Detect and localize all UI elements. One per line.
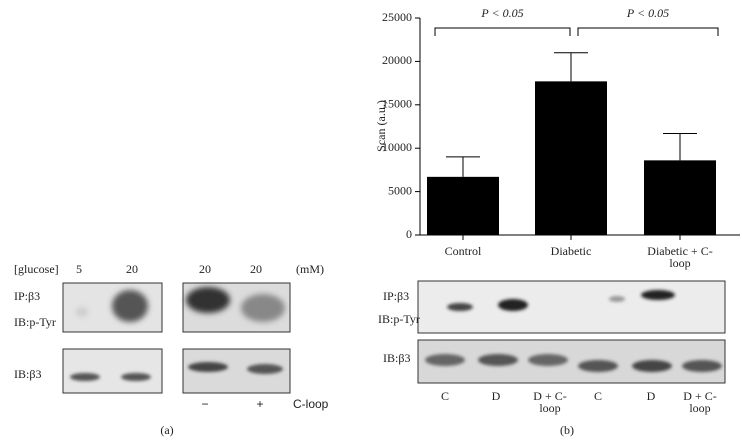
y-tick-label: 25000	[382, 10, 412, 24]
x-tick-label: Diabetic + C-loop	[647, 244, 713, 270]
cloop-value: +	[256, 397, 263, 411]
lane-label: D	[646, 389, 656, 403]
annotation: P < 0.05	[626, 6, 669, 20]
lane-label: D + C-loop	[683, 389, 717, 415]
row-label: IB:p-Tyr	[378, 312, 420, 326]
bar	[535, 81, 607, 235]
glucose-value: 5	[76, 262, 82, 276]
bar	[644, 160, 716, 235]
row-label: IP:β3	[383, 289, 409, 303]
x-tick-label: Diabetic	[550, 244, 592, 258]
significance-bracket	[577, 27, 719, 36]
y-tick-label: 15000	[382, 97, 412, 111]
annotation: P < 0.05	[480, 6, 523, 20]
significance-bracket	[434, 27, 571, 36]
y-tick-label: 10000	[382, 140, 412, 154]
glucose-value: 20	[199, 262, 211, 276]
glucose-label: [glucose]	[14, 262, 59, 276]
unit: (mM)	[296, 262, 324, 276]
cloop-label: C-loop	[293, 397, 329, 411]
blot-b	[417, 280, 726, 384]
y-axis-title: Scan (a.u.)	[374, 100, 388, 152]
lane-label: D + C-loop	[533, 389, 567, 415]
error-bar	[663, 132, 697, 161]
glucose-value: 20	[250, 262, 262, 276]
glucose-value: 20	[126, 262, 138, 276]
row-label: IB:p-Tyr	[14, 315, 56, 329]
row-label: IB:β3	[383, 351, 410, 365]
row-label: IB:β3	[14, 367, 41, 381]
lane-label: D	[491, 389, 501, 403]
y-tick-label: 0	[406, 227, 412, 241]
blot-a	[62, 282, 291, 394]
y-tick-label: 5000	[388, 183, 412, 197]
lane-label: C	[593, 389, 602, 403]
panel-label: (a)	[160, 423, 173, 437]
y-tick-label: 20000	[382, 53, 412, 67]
row-label: IP:β3	[14, 289, 40, 303]
error-bar	[554, 52, 588, 82]
bar	[427, 176, 499, 235]
x-tick-label: Control	[444, 244, 482, 258]
lane-label: C	[440, 389, 449, 403]
panel-label: (b)	[560, 423, 574, 437]
error-bar	[446, 156, 480, 177]
cloop-value: −	[201, 397, 208, 411]
